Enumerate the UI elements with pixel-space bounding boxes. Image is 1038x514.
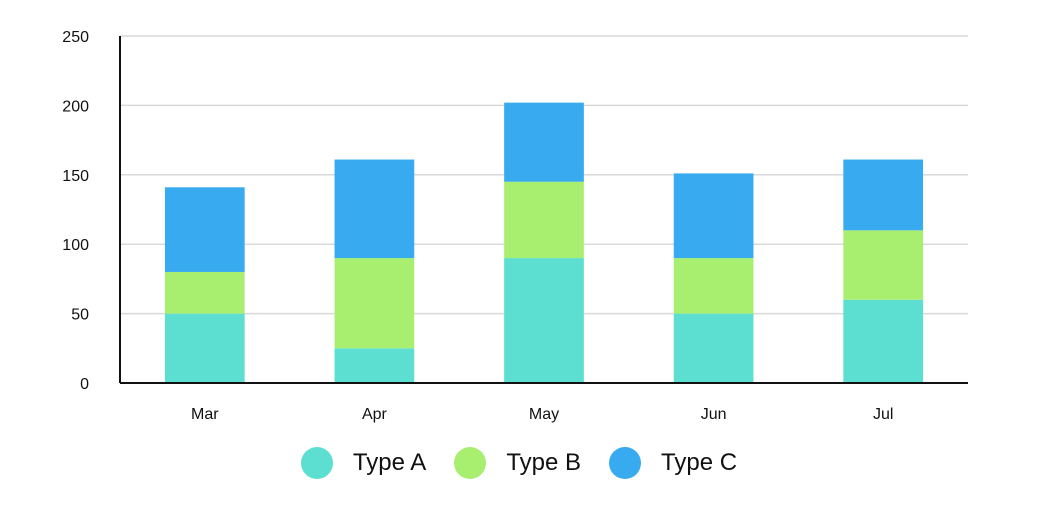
y-tick-label-250: 250 <box>62 29 89 46</box>
bar-apr-type-a <box>334 348 415 383</box>
bar-apr-type-c <box>334 159 415 259</box>
bar-may-type-b <box>504 181 584 259</box>
legend-label-type-b: Type B <box>506 449 582 476</box>
bar-jun-type-b <box>673 258 754 314</box>
y-tick-label-200: 200 <box>62 98 89 115</box>
bar-may-type-a <box>504 258 584 383</box>
bar-may-type-c <box>504 102 584 182</box>
tick-labels: 0 50 100 150 200 250 Mar Apr May Jun Jul <box>62 29 893 423</box>
bar-mar-type-c <box>164 187 245 272</box>
legend-item-type-c: Type C <box>609 447 737 479</box>
x-tick-label-jul: Jul <box>873 406 893 423</box>
legend-swatch-type-a <box>300 447 333 479</box>
x-tick-label-mar: Mar <box>191 406 219 423</box>
legend-item-type-b: Type B <box>454 447 581 479</box>
y-tick-label-0: 0 <box>80 376 89 393</box>
bar-mar-type-a <box>164 313 245 383</box>
x-tick-label-apr: Apr <box>362 406 388 423</box>
legend-swatch-type-c <box>609 447 642 479</box>
y-tick-label-100: 100 <box>62 237 89 254</box>
bar-jul-type-c <box>843 159 924 231</box>
legend-item-type-a: Type A <box>300 447 427 479</box>
bar-apr-type-b <box>334 258 415 349</box>
x-tick-label-may: May <box>529 406 559 423</box>
axes <box>119 36 968 384</box>
bar-jul-type-a <box>843 299 924 383</box>
legend: Type A Type B Type C <box>0 436 1038 490</box>
bar-mar-type-b <box>164 271 245 314</box>
legend-label-type-a: Type A <box>352 449 427 476</box>
bars <box>164 102 924 383</box>
bar-jul-type-b <box>843 230 924 300</box>
x-tick-label-jun: Jun <box>701 406 727 423</box>
bar-jun-type-a <box>673 313 754 383</box>
y-tick-label-150: 150 <box>62 168 89 185</box>
legend-swatch-type-b <box>454 447 487 479</box>
legend-label-type-c: Type C <box>661 449 738 476</box>
y-tick-label-50: 50 <box>71 307 89 324</box>
bar-jun-type-c <box>673 173 754 259</box>
